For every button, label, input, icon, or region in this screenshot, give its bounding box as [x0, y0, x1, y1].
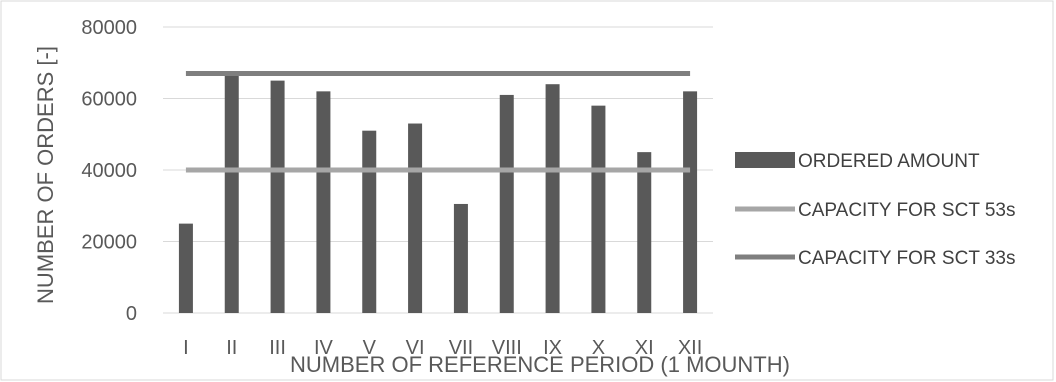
legend-label: ORDERED AMOUNT — [798, 151, 980, 172]
y-tick-label: 80000 — [81, 17, 137, 39]
y-tick-label: 60000 — [81, 89, 137, 111]
x-tick-label: II — [226, 337, 237, 359]
bar — [453, 203, 468, 313]
legend-label: CAPACITY FOR SCT 33s — [798, 248, 1016, 269]
legend-label: CAPACITY FOR SCT 53s — [798, 200, 1016, 221]
y-tick-label: 20000 — [81, 232, 137, 254]
bar-series — [178, 73, 698, 314]
bar — [408, 123, 423, 314]
bar — [591, 105, 606, 314]
x-tick-label: I — [183, 337, 189, 359]
bar — [637, 152, 652, 313]
y-axis-title: NUMBER OF ORDERS [-] — [33, 46, 58, 304]
x-axis-title: NUMBER OF REFERENCE PERIOD (1 MOUNTH) — [290, 352, 790, 377]
x-tick-label: VIII — [492, 337, 522, 359]
bar — [270, 80, 285, 313]
bar — [178, 223, 193, 313]
bar — [316, 91, 331, 313]
legend: ORDERED AMOUNT CAPACITY FOR SCT 53s CAPACI… — [735, 151, 1016, 269]
bar — [499, 94, 514, 313]
x-tick-label: III — [269, 337, 286, 359]
bar — [545, 84, 560, 313]
y-tick-label: 0 — [126, 303, 137, 325]
legend-swatch — [735, 152, 795, 168]
line-series — [185, 70, 691, 173]
x-tick-label: VII — [449, 337, 473, 359]
bar — [224, 73, 239, 313]
x-tick-labels: I II III IV V VI VII VIII IX X XI XII — [183, 337, 702, 359]
x-tick-label: IV — [314, 337, 334, 359]
y-tick-labels: 0 20000 40000 60000 80000 — [81, 17, 137, 325]
x-tick-label: X — [592, 337, 605, 359]
x-tick-label: V — [363, 337, 377, 359]
y-tick-label: 40000 — [81, 160, 137, 182]
bar — [362, 130, 377, 313]
bar — [683, 91, 698, 313]
x-tick-label: XI — [635, 337, 654, 359]
x-tick-label: IX — [543, 337, 562, 359]
x-tick-label: VI — [406, 337, 425, 359]
x-tick-label: XII — [678, 337, 702, 359]
